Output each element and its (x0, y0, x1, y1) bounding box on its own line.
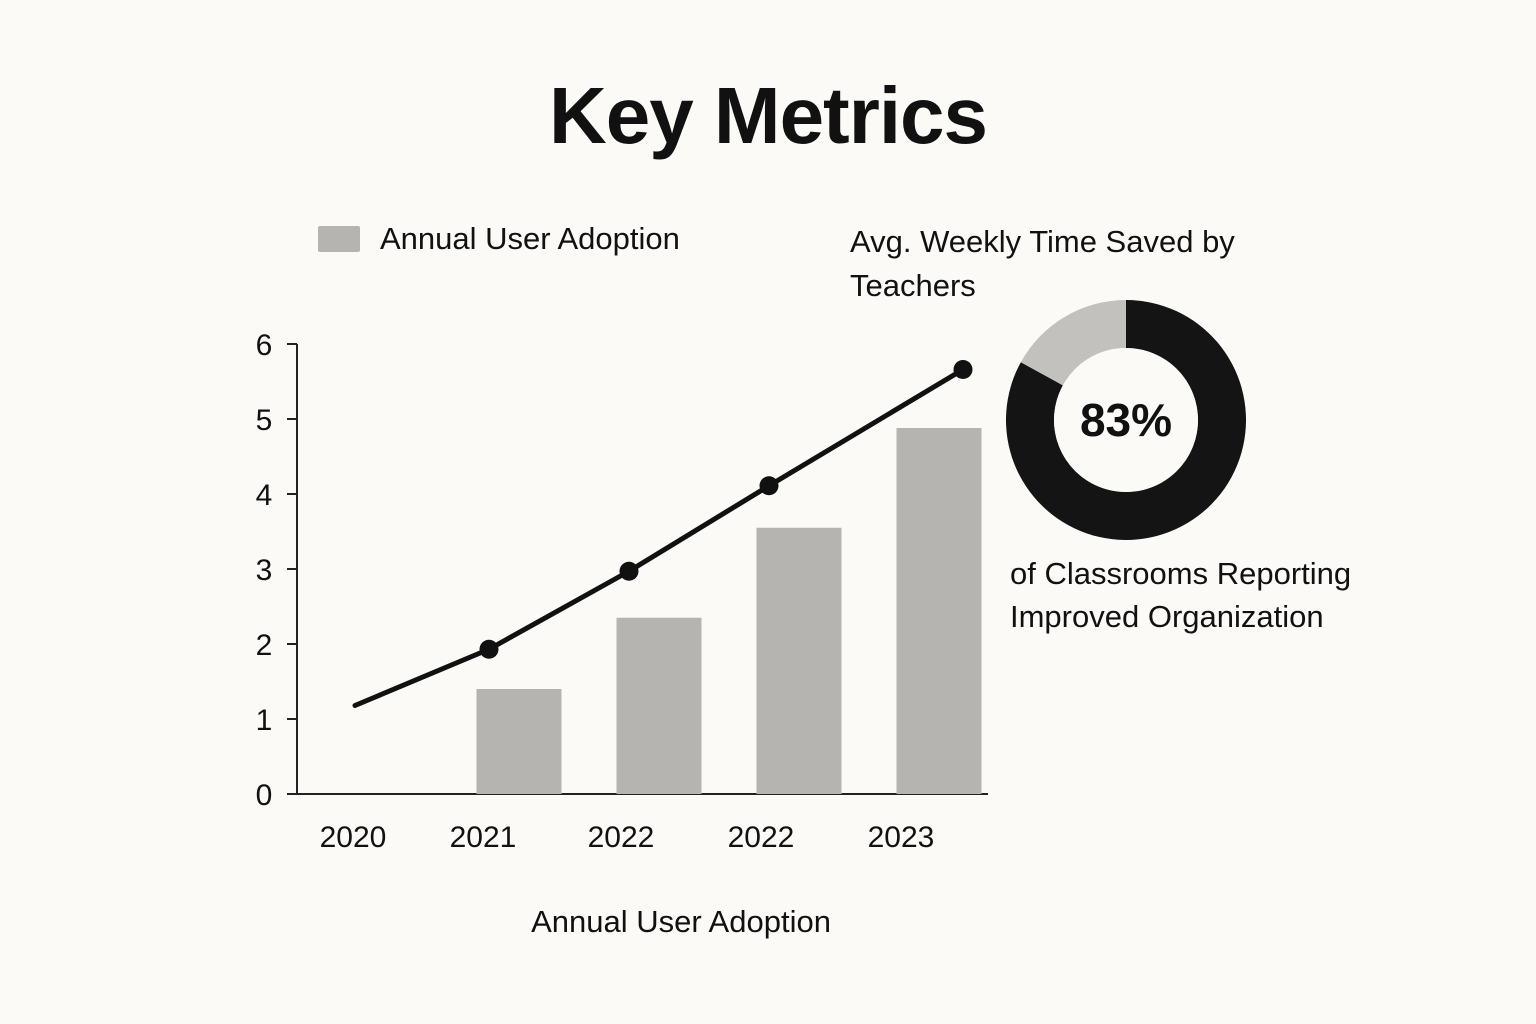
y-tick-label-6: 6 (256, 329, 273, 362)
bar-2021-1 (476, 689, 562, 794)
x-axis-label: Annual User Adoption (531, 904, 831, 939)
donut-svg (1006, 300, 1246, 540)
y-tick-label-4: 4 (256, 479, 273, 512)
donut-caption: of Classrooms Reporting Improved Organiz… (1010, 556, 1352, 634)
bar-2022-2 (616, 617, 702, 794)
x-tick-label-2: 2022 (588, 821, 655, 854)
y-tick-label-3: 3 (256, 554, 273, 587)
adoption-bar-chart: 0 1 2 3 4 5 6 2020 2021 2022 2022 2023 Annual User A… (256, 329, 988, 939)
legend-label: Annual User Adoption (380, 221, 680, 256)
trend-point-3 (759, 476, 779, 496)
y-tick-label-2: 2 (256, 629, 273, 662)
bar-2023-4 (896, 428, 982, 794)
donut-title: Avg. Weekly Time Saved by Teachers (850, 224, 1235, 303)
y-tick-label-0: 0 (256, 779, 273, 812)
donut-slice-improved (1006, 300, 1246, 540)
trend-point-2 (619, 561, 639, 581)
chart-legend: Annual User Adoption (318, 221, 680, 256)
donut-slice-other (1020, 300, 1126, 386)
x-tick-label-4: 2023 (868, 821, 935, 854)
trend-point-4 (953, 360, 973, 379)
donut-hole (1054, 348, 1198, 492)
y-tick-label-1: 1 (256, 704, 273, 737)
legend-swatch (318, 226, 360, 252)
x-tick-label-1: 2021 (450, 821, 517, 854)
x-tick-label-3: 2022 (728, 821, 795, 854)
page-title: Key Metrics (548, 71, 988, 160)
donut-chart: 83% (1006, 300, 1246, 540)
trend-point-1 (479, 639, 499, 659)
donut-percent: 83% (1079, 394, 1173, 446)
x-tick-label-0: 2020 (320, 821, 387, 854)
bar-2022-3 (756, 527, 842, 794)
y-tick-label-5: 5 (256, 404, 273, 437)
